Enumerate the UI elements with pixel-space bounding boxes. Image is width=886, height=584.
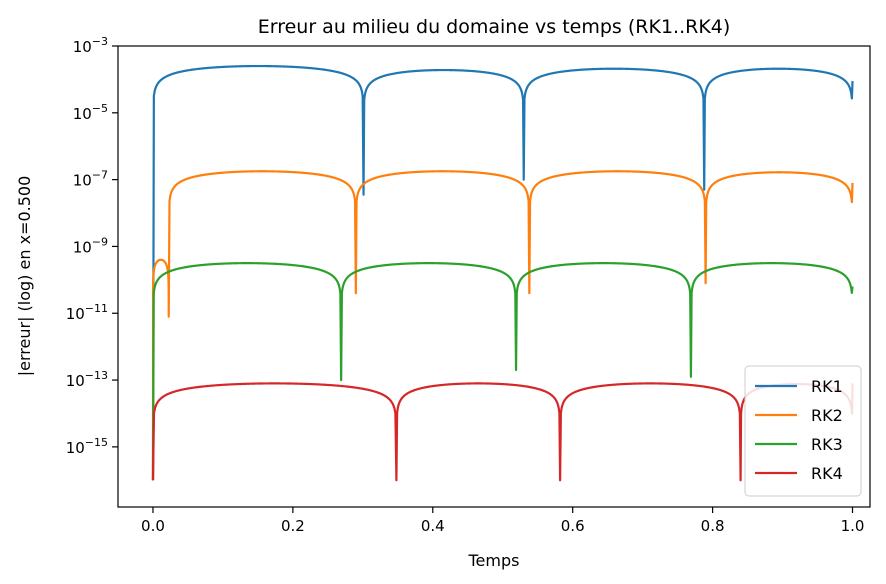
series-layer xyxy=(151,64,854,482)
y-tick-label: 10−5 xyxy=(73,102,108,123)
y-axis-title: |erreur| (log) en x=0.500 xyxy=(15,176,34,377)
y-tick-base: 10 xyxy=(73,38,92,56)
plot-frame xyxy=(117,45,871,508)
y-tick-exponent: −13 xyxy=(85,369,108,382)
y-tick-base: 10 xyxy=(66,372,85,390)
x-tick-label: 0.4 xyxy=(421,517,445,535)
plot-area xyxy=(117,45,871,508)
x-axis: 0.0 0.2 0.4 0.6 0.8 1.0 xyxy=(141,507,864,535)
y-tick-label: 10−9 xyxy=(73,235,108,256)
y-tick-label: 10−7 xyxy=(73,169,108,190)
x-tick-label: 0.6 xyxy=(561,517,585,535)
chart-title: Erreur au milieu du domaine vs temps (RK… xyxy=(258,16,731,38)
x-tick-label: 0.2 xyxy=(281,517,305,535)
y-tick-base: 10 xyxy=(66,439,85,457)
y-tick-base: 10 xyxy=(66,305,85,323)
series-line-rk2 xyxy=(151,170,854,481)
y-tick-label: 10−15 xyxy=(66,436,108,457)
legend-box xyxy=(744,365,862,497)
y-tick-base: 10 xyxy=(73,105,92,123)
legend-label-rk4: RK4 xyxy=(811,464,843,483)
y-tick-label: 10−3 xyxy=(73,35,108,56)
legend-label-rk2: RK2 xyxy=(811,406,843,425)
y-tick-label: 10−13 xyxy=(66,369,108,390)
series-line-rk1 xyxy=(151,64,854,481)
legend: RK1 RK2 RK3 RK4 xyxy=(744,365,862,497)
x-axis-title: Temps xyxy=(468,551,520,570)
x-tick-label: 1.0 xyxy=(841,517,865,535)
legend-label-rk3: RK3 xyxy=(811,435,843,454)
y-tick-exponent: −15 xyxy=(85,436,108,449)
y-tick-exponent: −7 xyxy=(92,169,108,182)
x-tick-label: 0.0 xyxy=(141,517,165,535)
y-tick-exponent: −11 xyxy=(85,302,108,315)
x-tick-label: 0.8 xyxy=(701,517,725,535)
legend-label-rk1: RK1 xyxy=(811,377,843,396)
y-tick-base: 10 xyxy=(73,172,92,190)
y-tick-label: 10−11 xyxy=(66,302,108,323)
y-tick-base: 10 xyxy=(73,238,92,256)
y-tick-exponent: −5 xyxy=(92,102,108,115)
y-tick-exponent: −9 xyxy=(92,235,108,248)
series-line-rk3 xyxy=(151,262,854,481)
y-tick-exponent: −3 xyxy=(92,35,108,48)
